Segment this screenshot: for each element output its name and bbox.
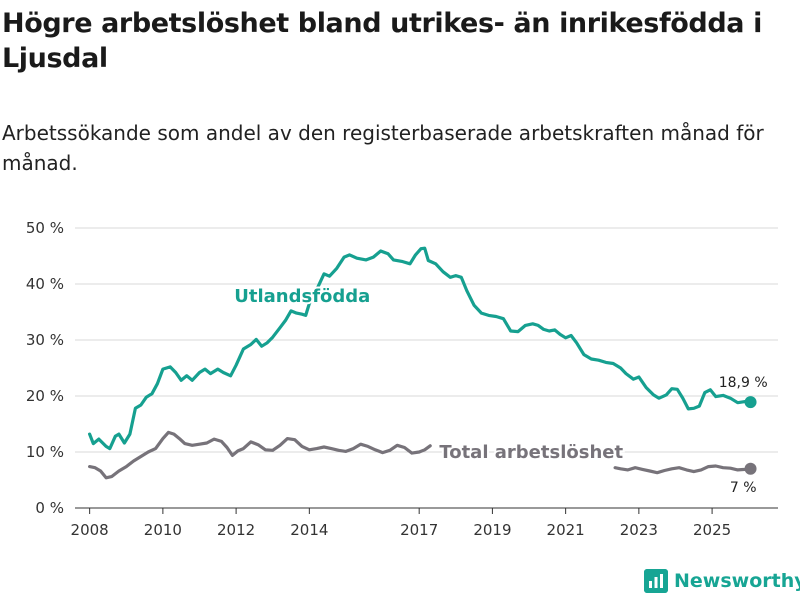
series-line-total-arbetsl-shet [613,464,753,475]
end-point-total-arbetsl-shet [744,462,757,475]
series-line-total-arbetsl-shet [88,430,432,480]
chart-title: Högre arbetslöshet bland utrikes- än inr… [2,8,762,74]
x-tick-label: 2017 [400,521,438,539]
x-tick-label: 2010 [144,521,182,539]
x-tick-label: 2014 [290,521,328,539]
series-layer [88,246,757,480]
y-tick-label: 20 % [26,387,64,405]
newsworthy-logo[interactable]: Newsworthy [644,569,800,593]
x-tick-label: 2019 [473,521,511,539]
newsworthy-logo-text: Newsworthy [674,570,800,592]
y-tick-label: 0 % [35,499,64,517]
line-chart: 0 % 10 % 20 % 30 % 40 % 50 % 2008 2010 2012 2014 2… [26,219,778,539]
chart-subtitle: Arbetssökande som andel av den registerb… [2,121,764,175]
newsworthy-logo-icon [644,569,668,593]
series-label-total-arbetsloshet: Total arbetslöshet [439,442,623,463]
x-tick-label: 2023 [620,521,658,539]
y-tick-label: 50 % [26,219,64,237]
series-line-utlandsf-dda [88,246,753,451]
grid-layer [75,227,778,509]
x-tick-label: 2008 [71,521,109,539]
x-tick-label: 2021 [547,521,585,539]
axis-layer: 0 % 10 % 20 % 30 % 40 % 50 % 2008 2010 2012 2014 2… [26,219,731,539]
y-tick-label: 30 % [26,331,64,349]
x-tick-label: 2012 [217,521,255,539]
y-tick-label: 10 % [26,443,64,461]
end-label-utlandsfodda: 18,9 % [719,375,768,391]
end-label-total: 7 % [730,480,757,496]
series-label-utlandsfodda: Utlandsfödda [234,286,370,307]
end-point-utlandsf-dda [744,396,757,409]
y-tick-label: 40 % [26,275,64,293]
x-tick-label: 2025 [693,521,731,539]
label-layer: Utlandsfödda Total arbetslöshet 18,9 % 7 % [232,284,768,496]
